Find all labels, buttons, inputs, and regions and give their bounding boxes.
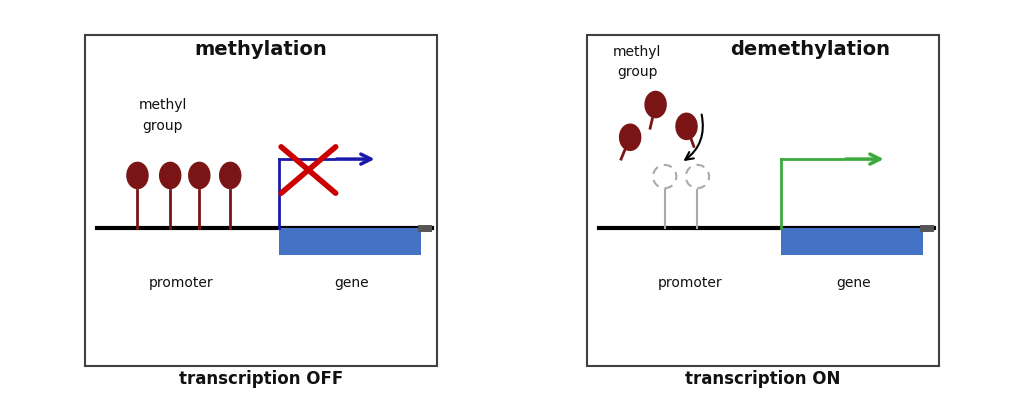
Ellipse shape [160, 162, 181, 189]
Text: gene: gene [335, 276, 370, 290]
Ellipse shape [188, 162, 210, 189]
Bar [280, 228, 421, 255]
Text: transcription ON: transcription ON [685, 370, 841, 388]
Text: promoter: promoter [657, 276, 723, 290]
Text: methylation: methylation [195, 41, 328, 59]
Bar [781, 228, 923, 255]
Ellipse shape [645, 92, 667, 117]
Text: group: group [617, 65, 657, 79]
FancyBboxPatch shape [85, 36, 437, 366]
Text: group: group [142, 120, 183, 133]
Ellipse shape [220, 162, 241, 189]
Text: transcription OFF: transcription OFF [179, 370, 343, 388]
Text: gene: gene [837, 276, 871, 290]
Ellipse shape [676, 113, 697, 140]
Ellipse shape [127, 162, 148, 189]
Text: demethylation: demethylation [730, 41, 890, 59]
Ellipse shape [620, 124, 641, 150]
Text: methyl: methyl [613, 45, 662, 59]
Text: methyl: methyl [138, 97, 187, 112]
Text: promoter: promoter [148, 276, 213, 290]
FancyBboxPatch shape [587, 36, 939, 366]
